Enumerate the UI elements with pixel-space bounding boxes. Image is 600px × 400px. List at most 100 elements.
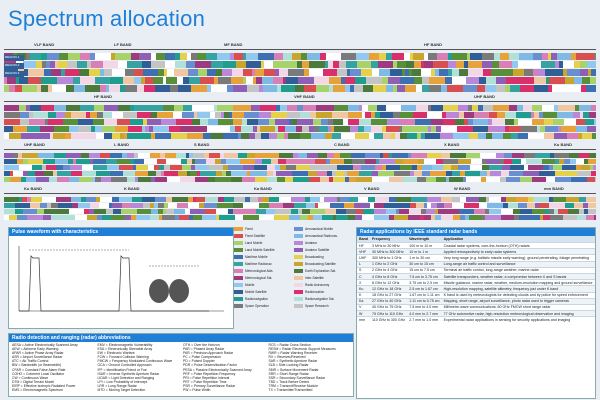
- allocation-cell: [459, 69, 468, 76]
- allocation-cell: [322, 215, 333, 220]
- allocation-cell: [100, 197, 112, 202]
- allocation-cell: [156, 53, 165, 60]
- allocation-cell: [30, 203, 40, 208]
- allocation-cell: [518, 61, 533, 68]
- allocation-cell: [431, 119, 443, 125]
- allocation-cell: [286, 159, 300, 164]
- allocation-cell: [550, 153, 554, 158]
- allocation-cell: [4, 119, 20, 125]
- allocation-cell: [130, 119, 143, 125]
- legend-label: Space Research: [305, 304, 329, 308]
- allocation-cell: [44, 171, 53, 176]
- allocation-cell: [492, 61, 499, 68]
- allocation-cell: [301, 53, 307, 60]
- allocation-cell: [198, 69, 207, 76]
- allocation-cell: [285, 126, 296, 132]
- allocation-cell: [431, 105, 443, 111]
- allocation-cell: [514, 119, 518, 125]
- allocation-cell: [251, 105, 260, 111]
- allocation-cell: [439, 69, 444, 76]
- allocation-cell: [549, 197, 553, 202]
- allocation-cell: [174, 105, 183, 111]
- table-cell: UHF: [357, 254, 371, 262]
- allocation-cell: [444, 209, 459, 214]
- allocation-cell: [503, 133, 511, 139]
- abbreviation-item: PAR = Precision Approach Radar: [183, 351, 233, 356]
- allocation-cell: [417, 133, 421, 139]
- allocation-cell: [211, 85, 227, 92]
- allocation-cell: [424, 203, 427, 208]
- allocation-cell: [579, 209, 584, 214]
- allocation-cell: [84, 209, 89, 214]
- allocation-cell: [224, 153, 238, 158]
- band-label: W BAND: [454, 186, 471, 191]
- allocation-cell: [366, 77, 382, 84]
- table-row: mm 110 GHz to 300 GHz 2.7 mm to 1.0 mm Expe…: [357, 316, 595, 323]
- allocation-cell: [581, 165, 590, 170]
- allocation-cell: [576, 53, 587, 60]
- allocation-cell: [534, 112, 539, 118]
- legend-swatch: [234, 283, 243, 288]
- allocation-cell: [309, 69, 323, 76]
- allocation-cell: [49, 177, 57, 182]
- allocation-cell: [188, 197, 193, 202]
- allocation-cell: [351, 153, 365, 158]
- legend-item: Broadcasting Satellite: [294, 262, 350, 267]
- allocation-cell: [393, 112, 400, 118]
- allocation-cell: [487, 203, 503, 208]
- allocation-cell: [273, 77, 279, 84]
- allocation-cell: [90, 203, 99, 208]
- allocation-cell: [4, 112, 20, 118]
- allocation-cell: [72, 203, 78, 208]
- allocation-cell: [409, 209, 421, 214]
- allocation-cell: [400, 133, 407, 139]
- allocation-cell: [233, 105, 237, 111]
- allocation-cell: [372, 171, 378, 176]
- allocation-cell: [563, 69, 567, 76]
- allocation-cell: [533, 69, 537, 76]
- allocation-cell: [329, 85, 333, 92]
- allocation-cell: [243, 203, 259, 208]
- allocation-cell: [569, 85, 581, 92]
- allocation-cell: [561, 126, 576, 132]
- allocation-cell: [90, 159, 93, 164]
- allocation-cell: [506, 197, 516, 202]
- allocation-cell: [58, 203, 72, 208]
- allocation-cell: [539, 203, 549, 208]
- allocation-cell: [107, 165, 119, 170]
- table-cell: 27 GHz to 40 GHz: [370, 297, 408, 305]
- allocation-cell: [345, 177, 349, 182]
- allocation-cell: [289, 119, 292, 125]
- table-row: Ku 12 GHz to 18 GHz 2.5 cm to 1.67 cm High-…: [357, 285, 595, 292]
- allocation-cell: [337, 69, 347, 76]
- allocation-cell: [81, 197, 86, 202]
- allocation-cell: [500, 177, 506, 182]
- allocation-cell: [446, 177, 449, 182]
- allocation-cell: [183, 105, 192, 111]
- legend-label: Space Operation: [245, 304, 269, 308]
- allocation-cell: [371, 61, 378, 68]
- allocation-cell: [55, 61, 58, 68]
- allocation-cell: [82, 171, 96, 176]
- allocation-cell: [183, 77, 189, 84]
- allocation-cell: [347, 69, 350, 76]
- allocation-cell: [145, 126, 149, 132]
- allocation-cell: [298, 209, 302, 214]
- allocation-cell: [112, 112, 123, 118]
- allocation-cell: [340, 153, 351, 158]
- allocation-cell: [486, 177, 500, 182]
- allocation-cell: [315, 159, 326, 164]
- allocation-cell: [479, 77, 486, 84]
- allocation-cell: [521, 159, 526, 164]
- allocation-cell: [269, 133, 277, 139]
- allocation-cell: [21, 177, 26, 182]
- allocation-cell: [4, 153, 13, 158]
- allocation-cell: [568, 209, 579, 214]
- allocation-cell: [546, 177, 555, 182]
- legend-swatch: [294, 227, 303, 232]
- allocation-cell: [288, 133, 300, 139]
- allocation-cell: [134, 159, 144, 164]
- allocation-cell: [44, 69, 51, 76]
- allocation-cell: [520, 209, 532, 214]
